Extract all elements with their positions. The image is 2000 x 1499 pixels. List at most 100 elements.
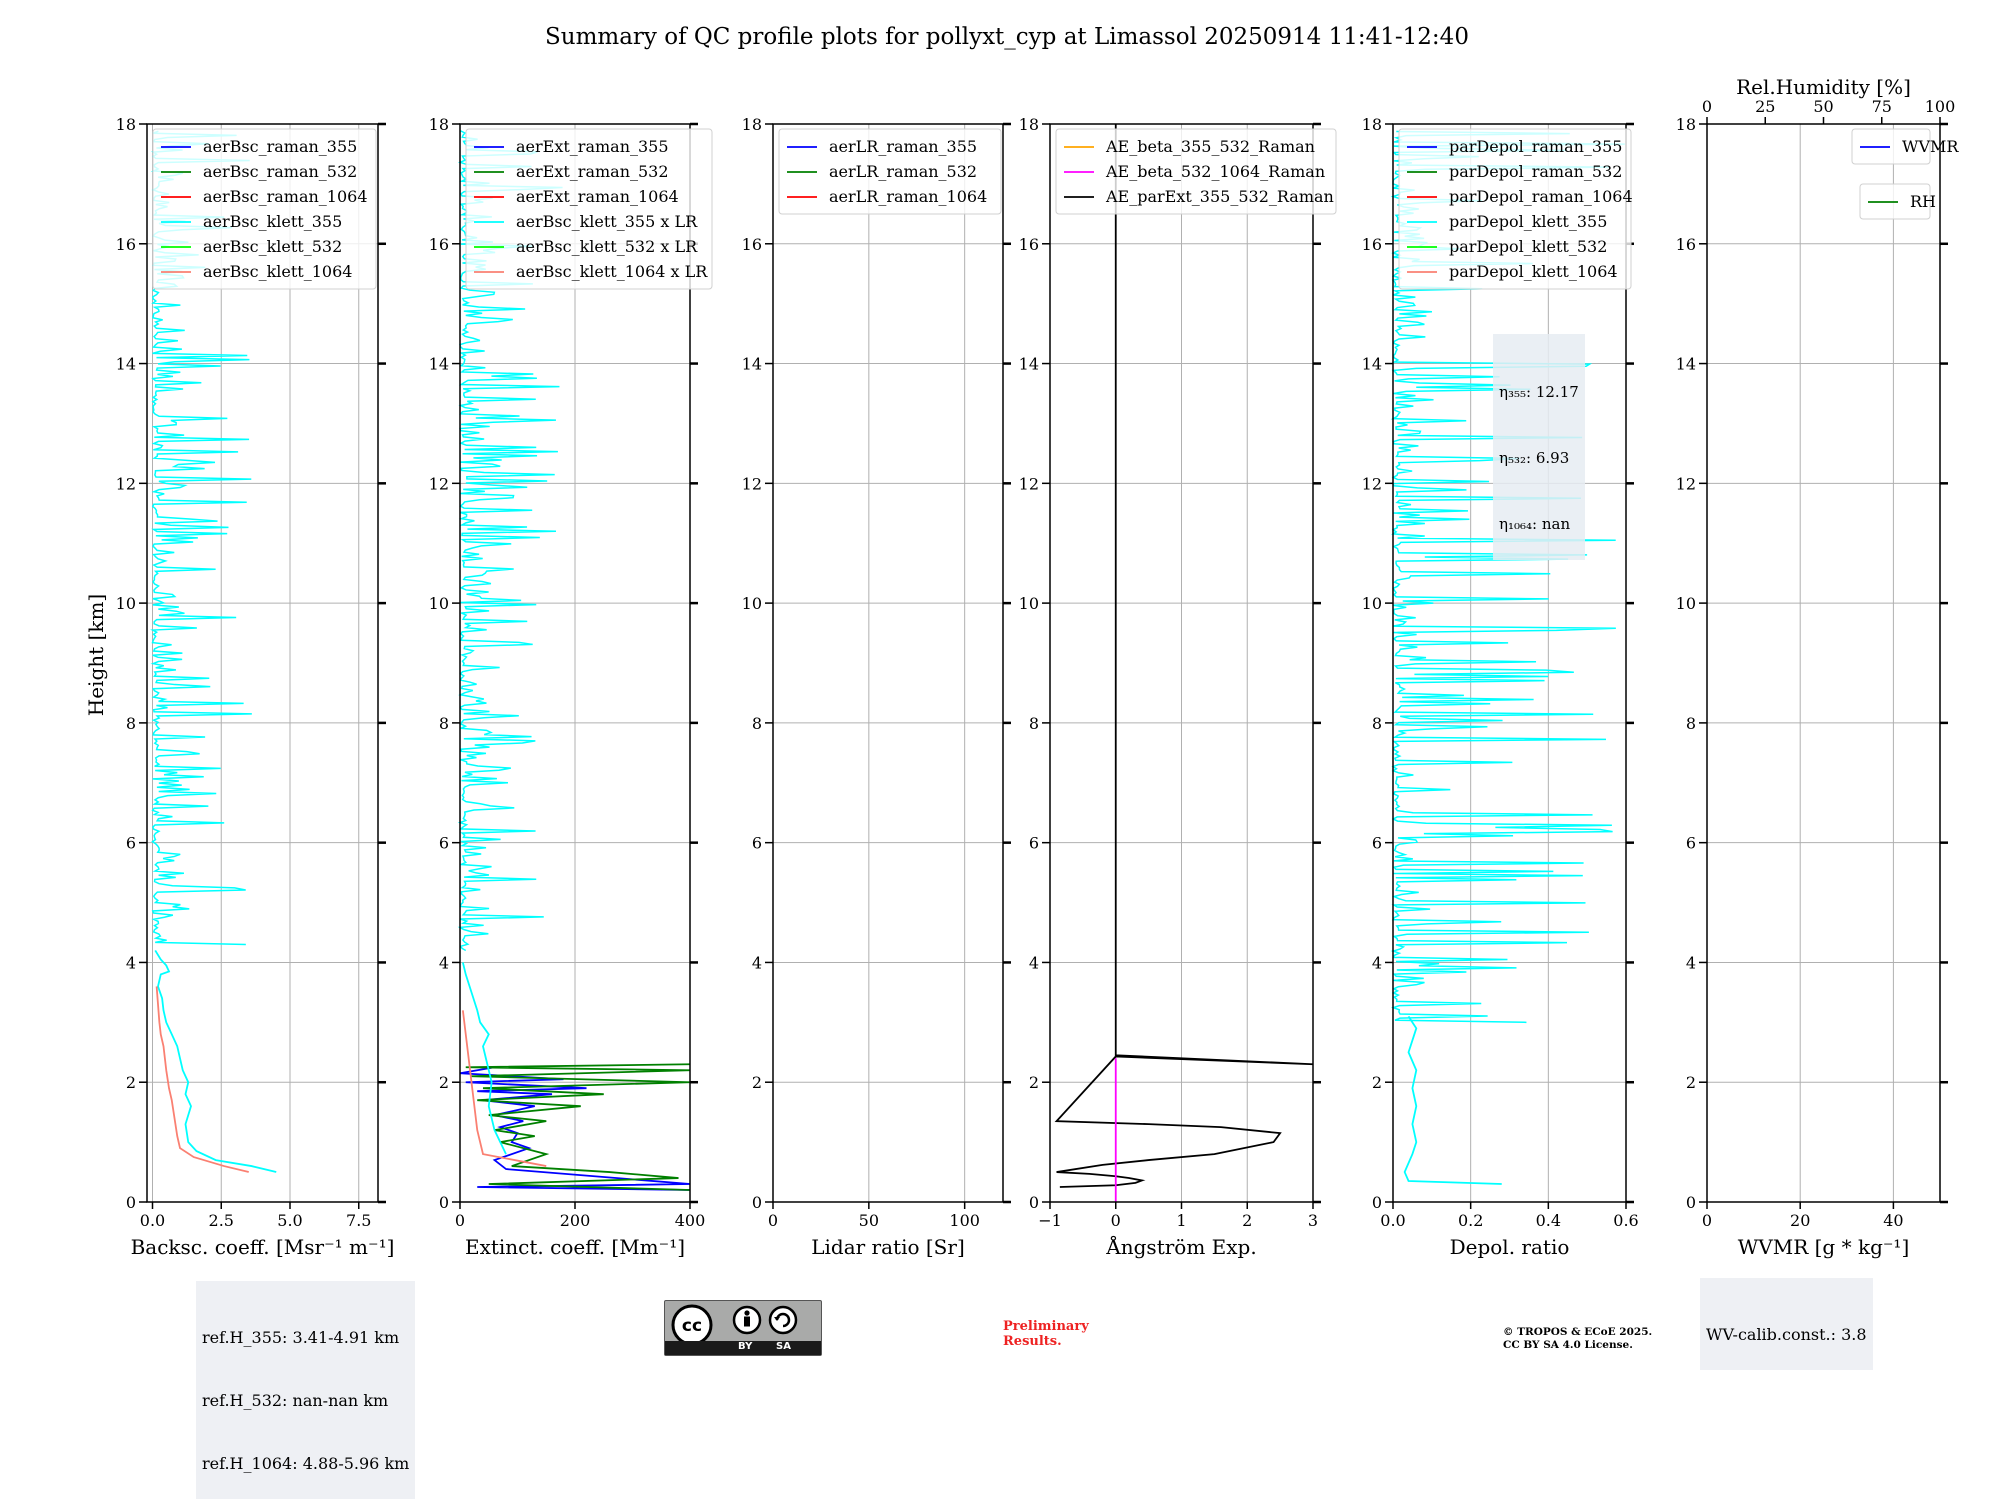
eta-1064: η₁₀₆₄: nan	[1499, 515, 1571, 533]
y-tick-label: 6	[752, 834, 762, 853]
y-tick-label: 6	[126, 834, 136, 853]
y-tick-label: 2	[1029, 1073, 1039, 1092]
legend-label: aerBsc_raman_532	[203, 162, 357, 181]
legend-label: AE_beta_355_532_Raman	[1105, 137, 1315, 156]
x2-tick-label: 0	[1702, 97, 1712, 116]
cc-logo-icon: cc	[671, 1304, 798, 1341]
y-tick-label: 0	[752, 1193, 762, 1212]
figure: Summary of QC profile plots for pollyxt_…	[84, 24, 1960, 1259]
legend-box	[465, 128, 713, 290]
panel-wv: 0 2 4 6 8 10 12 14 16 18 0 20 40 WVMR [g * kg⁻¹] 0 25 50…	[1676, 75, 1960, 1259]
legend-label: aerLR_raman_355	[829, 137, 977, 156]
legend: WVMR	[1851, 128, 1959, 165]
wv-calib-text: WV-calib.const.: 3.8	[1706, 1325, 1867, 1344]
y-tick-label: 14	[429, 355, 449, 374]
legend-label: parDepol_raman_532	[1449, 162, 1622, 181]
reference-height-box: ref.H_355: 3.41-4.91 km ref.H_532: nan-n…	[196, 1281, 416, 1499]
legend-label: WVMR	[1902, 137, 1959, 156]
preliminary-results-note: Preliminary Results.	[1003, 1319, 1089, 1349]
y-tick-label: 8	[126, 714, 136, 733]
y-tick-label: 12	[1019, 474, 1039, 493]
legend-box	[1055, 128, 1337, 215]
x-axis-label: Ångström Exp.	[1105, 1234, 1256, 1259]
y-tick-label: 10	[742, 594, 762, 613]
x-tick-label: 0.0	[140, 1211, 165, 1230]
legend-label: aerExt_raman_355	[516, 137, 669, 156]
series-line-parDepol_klett_355	[1403, 1015, 1502, 1185]
panel-depol: 0 2 4 6 8 10 12 14 16 18 0.0 0.2 0.4 0.6 Depol. ratio p…	[1362, 115, 1639, 1259]
legend-label: parDepol_klett_355	[1449, 212, 1607, 231]
x-axis-label: Backsc. coeff. [Msr⁻¹ m⁻¹]	[131, 1235, 395, 1259]
legend-label: parDepol_raman_1064	[1449, 187, 1633, 206]
ref-h-1064: ref.H_1064: 4.88-5.96 km	[202, 1454, 410, 1473]
y-tick-label: 18	[1676, 115, 1696, 134]
x-tick-label: 200	[560, 1211, 591, 1230]
x-tick-label: 0	[1111, 1211, 1121, 1230]
cc-license-badge: cc BY SA	[664, 1300, 822, 1356]
y-tick-label: 18	[116, 115, 136, 134]
y-tick-label: 4	[126, 953, 136, 972]
y-tick-label: 2	[1372, 1073, 1382, 1092]
y-tick-label: 8	[439, 714, 449, 733]
legend-secondary: RH	[1859, 183, 1936, 220]
y-tick-label: 0	[1029, 1193, 1039, 1212]
y-tick-label: 10	[1362, 594, 1382, 613]
legend: aerBsc_raman_355 aerBsc_raman_532 aerBsc_r…	[152, 128, 377, 290]
y-tick-label: 0	[1372, 1193, 1382, 1212]
y-tick-label: 16	[1362, 235, 1382, 254]
x2-tick-label: 100	[1925, 97, 1956, 116]
legend: aerExt_raman_355 aerExt_raman_532 aerExt_r…	[465, 128, 713, 290]
ref-h-355: ref.H_355: 3.41-4.91 km	[202, 1328, 400, 1347]
figure-title: Summary of QC profile plots for pollyxt_…	[545, 24, 1469, 50]
x-tick-label: 2	[1242, 1211, 1252, 1230]
legend-box	[1398, 128, 1632, 290]
x-tick-label: 3	[1308, 1211, 1318, 1230]
y-tick-label: 8	[1029, 714, 1039, 733]
y-tick-label: 18	[1019, 115, 1039, 134]
y-tick-label: 2	[439, 1073, 449, 1092]
x-tick-label: 0	[768, 1211, 778, 1230]
plot-frame	[1392, 123, 1627, 1203]
y-tick-label: 12	[429, 474, 449, 493]
panel-bsc: 0 2 4 6 8 10 12 14 16 18 0.0 2.5 5.0 7.5 Backsc. coeff…	[116, 115, 395, 1259]
plot-frame	[772, 123, 1004, 1203]
y-tick-label: 4	[752, 953, 762, 972]
x2-tick-label: 75	[1872, 97, 1892, 116]
series-line-aerBsc_klett_355 x LR	[461, 962, 507, 1155]
y-tick-label: 18	[742, 115, 762, 134]
legend-label: aerBsc_raman_1064	[203, 187, 368, 206]
x-tick-label: 5.0	[277, 1211, 302, 1230]
y-tick-label: 8	[1686, 714, 1696, 733]
plot-frame	[1706, 123, 1941, 1203]
y-tick-label: 16	[1019, 235, 1039, 254]
y-tick-label: 18	[429, 115, 449, 134]
x-axis-label: WVMR [g * kg⁻¹]	[1738, 1235, 1910, 1259]
y-tick-label: 10	[1019, 594, 1039, 613]
legend-label: aerExt_raman_1064	[516, 187, 679, 206]
y-tick-label: 4	[439, 953, 449, 972]
y-tick-label: 6	[1372, 834, 1382, 853]
x2-axis-label: Rel.Humidity [%]	[1736, 75, 1911, 99]
copyright-note: © TROPOS & ECoE 2025. CC BY SA 4.0 Licen…	[1503, 1326, 1653, 1351]
x-tick-label: 0.6	[1613, 1211, 1638, 1230]
legend-label: aerBsc_raman_355	[203, 137, 357, 156]
legend-label: parDepol_klett_532	[1449, 237, 1607, 256]
legend-label: AE_parExt_355_532_Raman	[1105, 187, 1334, 206]
x-tick-label: 20	[1790, 1211, 1810, 1230]
series-line-aerBsc_klett_1064 x LR	[461, 1010, 547, 1167]
y-tick-label: 12	[1676, 474, 1696, 493]
plot-frame	[146, 123, 379, 1203]
y-tick-label: 4	[1029, 953, 1039, 972]
legend-label: aerBsc_klett_1064 x LR	[516, 262, 708, 281]
legend-label: aerBsc_klett_532	[203, 237, 342, 256]
y-tick-label: 2	[126, 1073, 136, 1092]
y-tick-label: 12	[116, 474, 136, 493]
x-tick-label: 0	[455, 1211, 465, 1230]
y-tick-label: 2	[1686, 1073, 1696, 1092]
x-tick-label: 0	[1702, 1211, 1712, 1230]
y-tick-label: 4	[1686, 953, 1696, 972]
legend-label: aerBsc_klett_1064	[203, 262, 352, 281]
x-tick-label: 100	[949, 1211, 980, 1230]
y-tick-label: 18	[1362, 115, 1382, 134]
